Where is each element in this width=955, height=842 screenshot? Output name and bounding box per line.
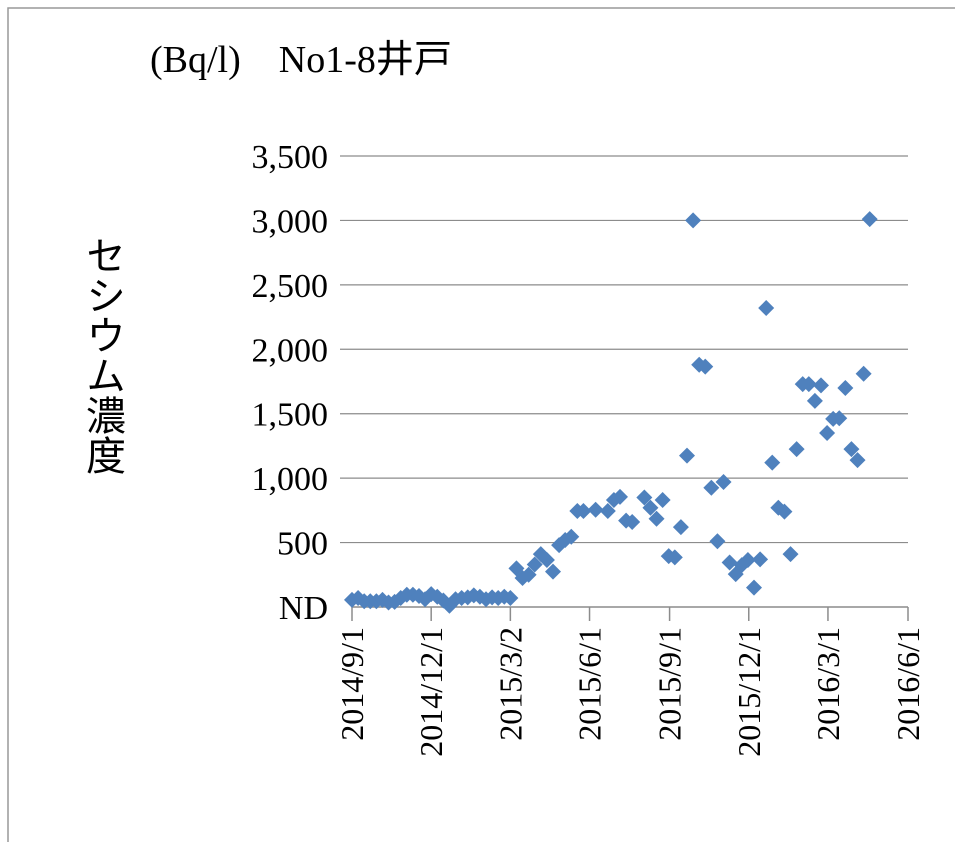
data-point [800,376,817,393]
data-point [715,474,732,491]
x-tick-label: 2015/12/1 [731,627,767,757]
data-point [636,489,653,506]
data-point [855,365,872,382]
data-point [697,358,714,375]
x-tick-label: 2015/6/1 [572,627,608,741]
data-point [788,441,805,458]
chart-title: (Bq/l) No1-8井戸 [150,39,452,81]
data-point [678,447,695,464]
data-point [685,212,702,229]
data-point [745,579,762,596]
data-point [758,300,775,317]
data-point [544,563,561,580]
data-point [611,488,628,505]
data-point [624,513,641,530]
data-point [764,454,781,471]
y-tick-label: 1,500 [252,397,329,434]
data-point [502,589,519,606]
data-point [648,510,665,527]
data-point [575,503,592,520]
data-point [703,479,720,496]
data-point [520,566,537,583]
chart-frame [7,7,955,842]
x-tick-label: 2014/9/1 [334,627,370,741]
data-point [709,533,726,550]
y-tick-label: 3,500 [252,139,329,176]
data-point [587,501,604,518]
data-point [672,519,689,536]
x-tick-label: 2016/6/1 [890,627,926,741]
data-point [861,211,878,228]
data-point [831,410,848,427]
y-tick-label: 500 [277,526,328,563]
x-tick-label: 2014/12/1 [413,627,449,757]
data-point [776,503,793,520]
data-point [563,528,580,545]
y-tick-label: ND [279,590,328,627]
y-tick-label: 2,000 [252,332,329,369]
y-tick-label: 2,500 [252,268,329,305]
data-point [770,499,787,516]
y-tick-label: 3,000 [252,203,329,240]
data-point [782,546,799,563]
data-point [666,549,683,566]
data-point [739,551,756,568]
data-point [752,551,769,568]
data-point [526,556,543,573]
y-axis-label: セシウム濃度 [79,235,125,475]
data-point [721,554,738,571]
data-point [654,492,671,509]
y-tick-label: 1,000 [252,461,329,498]
data-point [599,503,616,520]
x-tick-label: 2016/3/1 [810,627,846,741]
x-tick-label: 2015/9/1 [652,627,688,741]
data-point [642,499,659,516]
data-point [806,392,823,409]
data-point [843,441,860,458]
data-point [538,551,555,568]
x-tick-label: 2015/3/2 [492,627,528,741]
data-point [819,425,836,442]
data-point [849,452,866,469]
data-point [812,377,829,394]
data-point [837,379,854,396]
